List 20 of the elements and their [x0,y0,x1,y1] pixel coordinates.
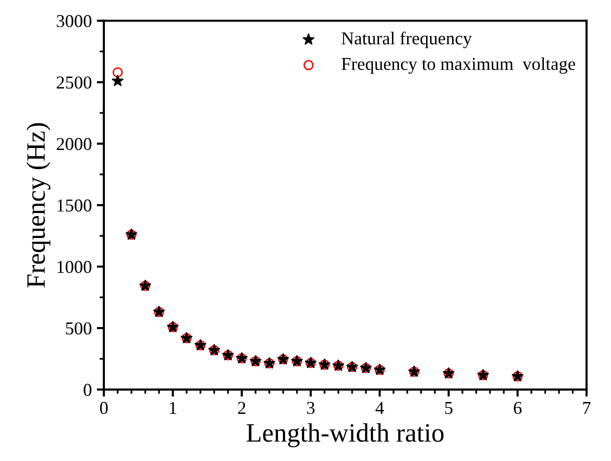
legend-label: Frequency to maximum voltage [342,57,576,74]
y-tick-label: 500 [66,322,92,335]
y-tick-label: 1500 [58,199,92,212]
x-tick-label: 0 [100,402,108,414]
x-tick-label: 4 [376,402,384,414]
x-tick-label: 5 [445,402,452,414]
x-tick-label: 3 [307,402,315,414]
legend-label: Natural frequency [342,32,472,48]
x-tick-label: 6 [514,402,522,414]
y-axis-title: Frequency (Hz) [26,123,50,288]
y-tick-label: 3000 [56,15,92,28]
y-tick-label: 2000 [56,138,92,150]
x-axis-title: Length-width ratio [246,423,444,448]
x-tick-label: 1 [170,402,176,414]
x-tick-label: 2 [238,402,246,414]
y-tick-label: 2500 [56,76,92,89]
x-tick-label: 7 [583,402,591,414]
y-tick-label: 1000 [58,260,92,274]
y-tick-label: 0 [84,384,92,396]
point [112,74,124,86]
